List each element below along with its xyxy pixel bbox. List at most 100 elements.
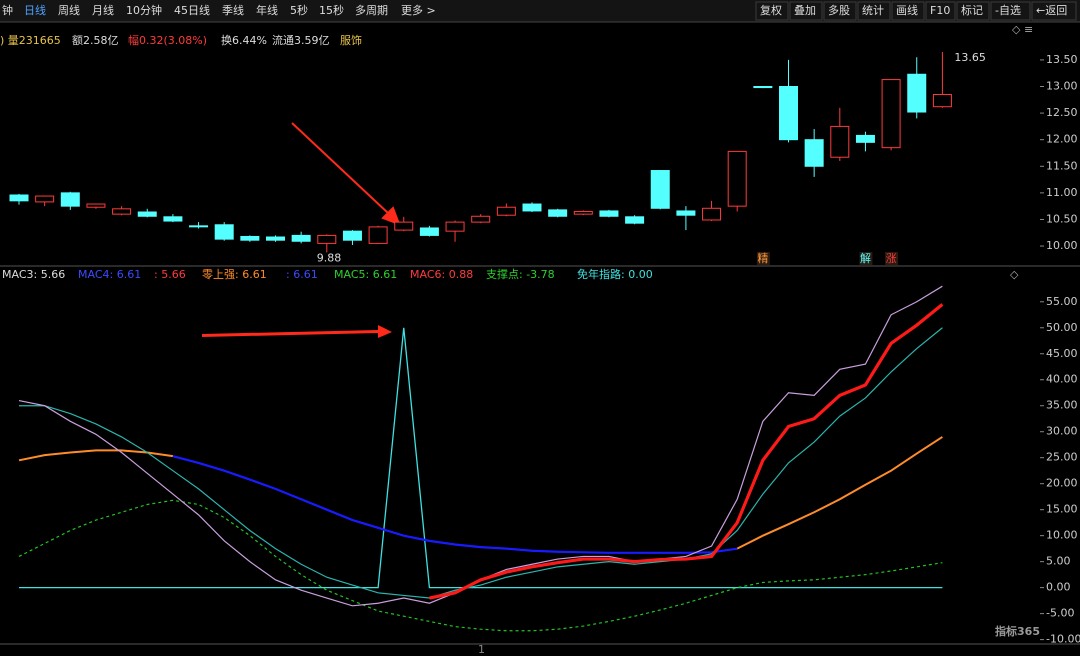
legend-item: : 6.61 [286, 268, 318, 281]
legend-item: MAC3: 5.66 [2, 268, 65, 281]
annotation-arrow [202, 325, 392, 338]
legend-item: MAC5: 6.61 [334, 268, 397, 281]
y-tick-label: 13.50 [1046, 53, 1078, 66]
candle-body [830, 125, 850, 158]
candle-body [240, 235, 260, 241]
tab[interactable]: 季线 [222, 3, 244, 17]
watermark: 指标365 [995, 624, 1040, 638]
button[interactable]: 标记 [961, 3, 983, 17]
button-frame[interactable] [857, 1, 891, 21]
y-tick-label: 15.00 [1046, 503, 1078, 516]
candle-body [625, 216, 645, 224]
signal-box [756, 252, 770, 265]
signal: 精 [757, 252, 768, 265]
indicator-line [18, 449, 174, 462]
tab[interactable]: 日线 [24, 3, 46, 17]
candle-body [676, 210, 696, 216]
tab[interactable]: 年线 [256, 3, 278, 17]
candle-body [163, 216, 183, 222]
button[interactable]: 复权 [760, 3, 782, 17]
annotation-arrow [291, 122, 401, 226]
y-tick-label: -5.00 [1046, 607, 1074, 620]
y-tick-label: 20.00 [1046, 477, 1078, 490]
button-frame[interactable] [823, 1, 857, 21]
candle-body [804, 139, 824, 167]
candle-body [650, 170, 670, 209]
candle-body [394, 221, 414, 231]
candle-body [702, 207, 722, 221]
button-frame[interactable] [956, 1, 990, 21]
candle-body [599, 210, 619, 217]
y-tick-label: 40.00 [1046, 373, 1078, 386]
candle-body [291, 234, 311, 242]
tab[interactable]: 15秒 [319, 3, 344, 17]
y-tick-label: 55.00 [1046, 295, 1078, 308]
tab[interactable]: 周线 [58, 3, 80, 17]
candle-body [753, 86, 773, 89]
info-item: 流通3.59亿 [272, 33, 330, 47]
y-tick-label: 12.00 [1046, 133, 1078, 146]
candle-body [727, 150, 747, 207]
candle-body [189, 225, 209, 228]
candle-body [471, 215, 491, 223]
candle-body [932, 93, 952, 108]
y-tick-label: -10.00 [1046, 633, 1080, 646]
button[interactable]: 叠加 [794, 4, 816, 17]
indicator-line [172, 455, 738, 554]
candle-body [137, 211, 157, 217]
indicator-line [18, 285, 943, 607]
indicator-line [429, 303, 944, 600]
info-item: 服饰 [340, 33, 362, 47]
button-frame[interactable] [1031, 1, 1077, 21]
y-tick-label: 12.50 [1046, 106, 1078, 119]
indicator-line [736, 436, 943, 550]
candle-body [112, 208, 132, 215]
legend-item: 零上强: 6.61 [202, 268, 267, 281]
tab[interactable]: 多周期 [355, 3, 388, 17]
y-tick-label: 5.00 [1046, 555, 1071, 568]
indicator-line [18, 499, 943, 632]
candle-body [496, 206, 516, 216]
info-item: ) 量231665 [0, 34, 61, 47]
candle-body [342, 230, 362, 241]
button-frame[interactable] [755, 1, 789, 21]
legend-item: MAC4: 6.61 [78, 268, 141, 281]
tab[interactable]: 5秒 [290, 3, 308, 17]
legend-item: : 5.66 [154, 268, 186, 281]
legend-item: 免年指路: 0.00 [577, 267, 653, 281]
button[interactable]: 画线 [896, 3, 918, 17]
tab[interactable]: 45日线 [174, 3, 210, 17]
tab[interactable]: 更多 > [401, 3, 436, 17]
toolbar [0, 0, 1080, 22]
y-tick-label: 35.00 [1046, 399, 1078, 412]
candle-body [907, 73, 927, 113]
candle-body [317, 234, 337, 244]
candle-body [266, 236, 285, 241]
button[interactable]: 统计 [862, 4, 884, 17]
candle-body [573, 210, 593, 215]
y-tick-label: 50.00 [1046, 321, 1078, 334]
y-tick-label: 25.00 [1046, 451, 1078, 464]
button-frame[interactable] [891, 1, 925, 21]
indicator-line [19, 327, 943, 589]
candle-body [779, 86, 798, 141]
indicator-line [19, 327, 943, 599]
button-frame[interactable] [990, 1, 1031, 21]
button[interactable]: F10 [930, 4, 950, 17]
y-tick-label: 10.50 [1046, 212, 1078, 225]
button[interactable]: -自选 [995, 4, 1021, 17]
info-item: 换6.44% [221, 33, 267, 47]
tab[interactable]: 钟 [2, 3, 13, 17]
candle-body [419, 227, 439, 236]
candle-body [548, 209, 568, 217]
tab[interactable]: 月线 [92, 3, 114, 17]
y-tick-label: 45.00 [1046, 347, 1078, 360]
signal-box [859, 252, 873, 265]
button[interactable]: 多股 [828, 3, 850, 17]
button-frame[interactable] [925, 1, 956, 21]
y-tick-label: 10.00 [1046, 239, 1078, 252]
tab[interactable]: 10分钟 [126, 3, 162, 17]
button-frame[interactable] [789, 1, 823, 21]
button[interactable]: ←返回 [1036, 4, 1067, 17]
